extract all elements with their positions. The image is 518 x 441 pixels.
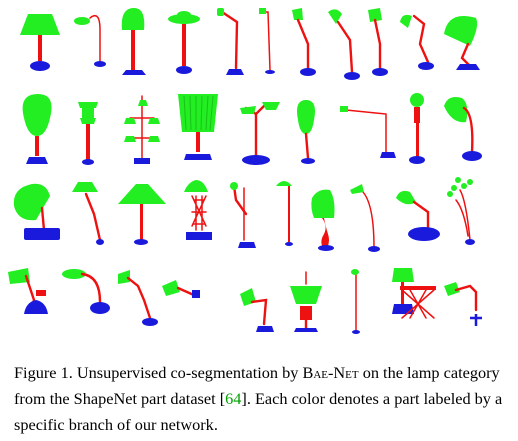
lamp-1-1 — [20, 14, 60, 71]
lamp-2-9 — [444, 97, 482, 161]
citation-link[interactable]: 64 — [225, 389, 242, 408]
lamp-1-2 — [74, 15, 106, 67]
lamp-4-9 — [400, 286, 436, 319]
lamp-4-10 — [444, 282, 482, 326]
lamp-2-8 — [409, 93, 425, 164]
caption-text-2: on the lamp category from the ShapeNet p… — [14, 363, 500, 408]
lamp-4-7 — [351, 269, 360, 334]
lamp-1-9 — [368, 8, 388, 76]
lamp-4-3 — [118, 270, 158, 326]
lamp-3-3 — [118, 184, 166, 245]
lamp-2-2 — [78, 102, 98, 165]
lamp-1-7 — [292, 8, 316, 76]
lamp-1-5 — [217, 8, 244, 75]
lamp-4-4 — [162, 280, 200, 298]
lamp-2-7 — [340, 106, 396, 158]
caption-text-3: ]. Each color denotes a part labeled by … — [14, 389, 503, 434]
lamp-4-6 — [290, 271, 322, 332]
lamp-4-1 — [8, 268, 48, 314]
lamp-4-2 — [62, 269, 110, 314]
lamp-2-3 — [124, 95, 160, 164]
lamp-3-7 — [311, 189, 335, 251]
lamp-1-3 — [121, 8, 146, 75]
lamp-2-6 — [297, 100, 315, 164]
figure-caption: Figure 1. Unsupervised co-segmentation b… — [14, 360, 506, 438]
lamp-1-10 — [400, 14, 434, 70]
lamp-1-11 — [444, 16, 480, 70]
lamp-2-5 — [240, 102, 280, 165]
lamp-3-10 — [447, 177, 475, 245]
lamp-3-2 — [72, 182, 104, 245]
lamp-2-4 — [178, 94, 218, 160]
lamp-3-1 — [13, 183, 60, 240]
caption-text-1: Figure 1. Unsupervised co-segmentation b… — [14, 363, 303, 382]
lamp-3-8 — [350, 184, 380, 252]
lamp-2-1 — [22, 94, 52, 164]
lamp-4-5 — [240, 288, 274, 332]
lamp-3-5 — [230, 182, 256, 248]
lamp-3-9 — [396, 190, 440, 241]
lamp-3-4 — [184, 180, 212, 240]
network-name: Bae-Net — [302, 363, 359, 382]
lamp-1-4 — [168, 11, 200, 74]
lamp-1-6 — [259, 8, 275, 74]
lamp-segmentation-figure: .G { fill: #22ee22; } .R { fill: #ee1111… — [8, 8, 482, 334]
lamp-1-8 — [328, 9, 360, 80]
lamp-3-6 — [276, 181, 293, 246]
